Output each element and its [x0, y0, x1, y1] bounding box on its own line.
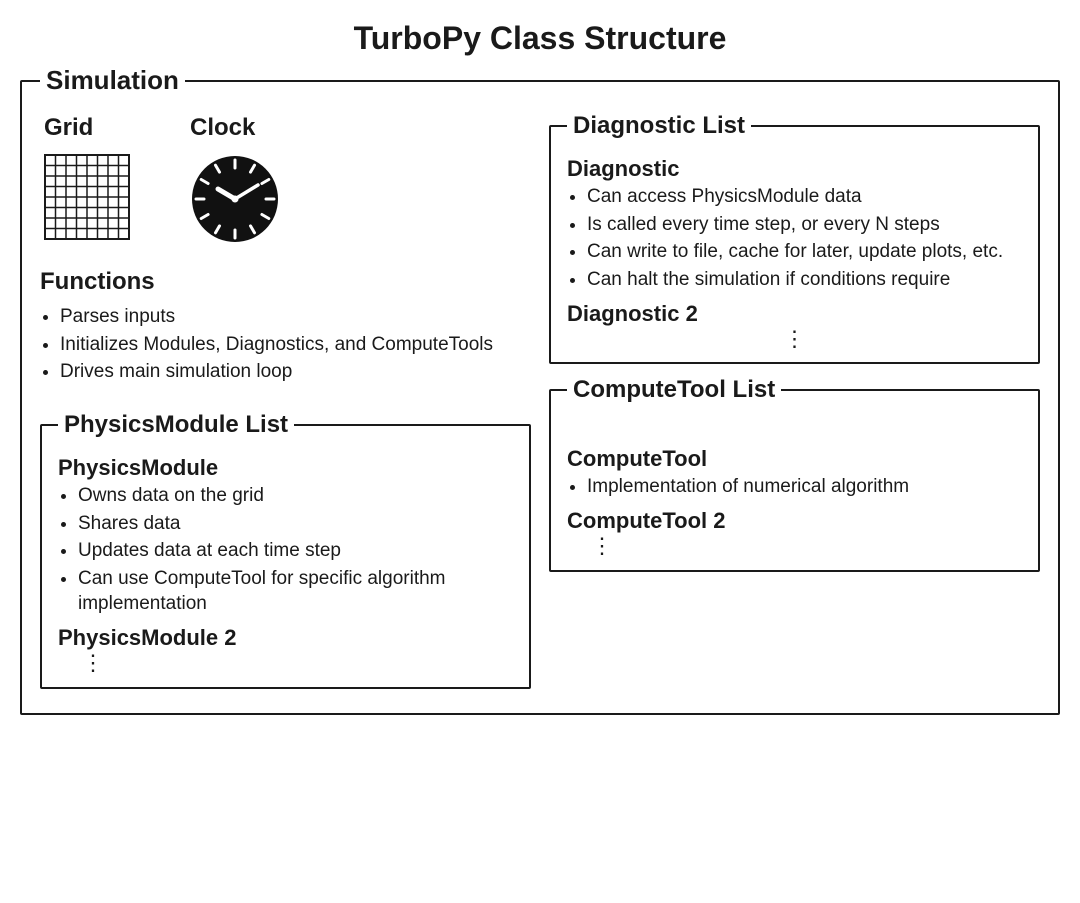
list-item: Can halt the simulation if conditions re…	[587, 267, 1022, 293]
list-item: Can access PhysicsModule data	[587, 184, 1022, 210]
ellipsis-icon: ⋮	[567, 329, 1022, 349]
computetool-list-legend: ComputeTool List	[567, 376, 781, 404]
list-item: Can use ComputeTool for specific algorit…	[78, 566, 513, 617]
columns: Grid	[40, 106, 1040, 695]
functions-head: Functions	[40, 268, 531, 296]
computetool2-head: ComputeTool 2	[567, 508, 1022, 534]
left-column: Grid	[40, 106, 531, 695]
simulation-box: Simulation Grid	[20, 65, 1060, 715]
physicsmodule-list-box: PhysicsModule List PhysicsModule Owns da…	[40, 411, 531, 689]
list-item: Is called every time step, or every N st…	[587, 212, 1022, 238]
functions-list: Parses inputs Initializes Modules, Diagn…	[60, 302, 531, 387]
physicsmodule-bullets: Owns data on the grid Shares data Update…	[78, 483, 513, 617]
functions-item: Drives main simulation loop	[60, 359, 531, 385]
clock-block: Clock	[190, 114, 280, 244]
grid-label: Grid	[44, 114, 93, 142]
icon-row: Grid	[40, 106, 531, 262]
ellipsis-icon: ⋮	[567, 536, 1022, 556]
clock-icon	[190, 154, 280, 244]
page-title: TurboPy Class Structure	[20, 20, 1060, 57]
clock-label: Clock	[190, 114, 255, 142]
list-item: Owns data on the grid	[78, 483, 513, 509]
right-column: Diagnostic List Diagnostic Can access Ph…	[549, 106, 1040, 578]
diagnostic-head: Diagnostic	[567, 156, 1022, 182]
list-item: Shares data	[78, 511, 513, 537]
functions-item: Parses inputs	[60, 304, 531, 330]
diagnostic-bullets: Can access PhysicsModule data Is called …	[587, 184, 1022, 293]
physicsmodule2-head: PhysicsModule 2	[58, 625, 513, 651]
functions-item: Initializes Modules, Diagnostics, and Co…	[60, 332, 531, 358]
diagnostic2-head: Diagnostic 2	[567, 301, 1022, 327]
physicsmodule-head: PhysicsModule	[58, 455, 513, 481]
diagnostic-list-legend: Diagnostic List	[567, 112, 751, 140]
list-item: Implementation of numerical algorithm	[587, 474, 1022, 500]
computetool-list-box: ComputeTool List ComputeTool Implementat…	[549, 376, 1040, 571]
computetool-bullets: Implementation of numerical algorithm	[587, 474, 1022, 500]
physicsmodule-list-legend: PhysicsModule List	[58, 411, 294, 439]
diagnostic-list-box: Diagnostic List Diagnostic Can access Ph…	[549, 112, 1040, 364]
ellipsis-icon: ⋮	[58, 653, 513, 673]
grid-icon	[44, 154, 130, 240]
list-item: Can write to file, cache for later, upda…	[587, 239, 1022, 265]
grid-block: Grid	[44, 114, 130, 240]
simulation-legend: Simulation	[40, 65, 185, 96]
computetool-head: ComputeTool	[567, 446, 1022, 472]
list-item: Updates data at each time step	[78, 538, 513, 564]
